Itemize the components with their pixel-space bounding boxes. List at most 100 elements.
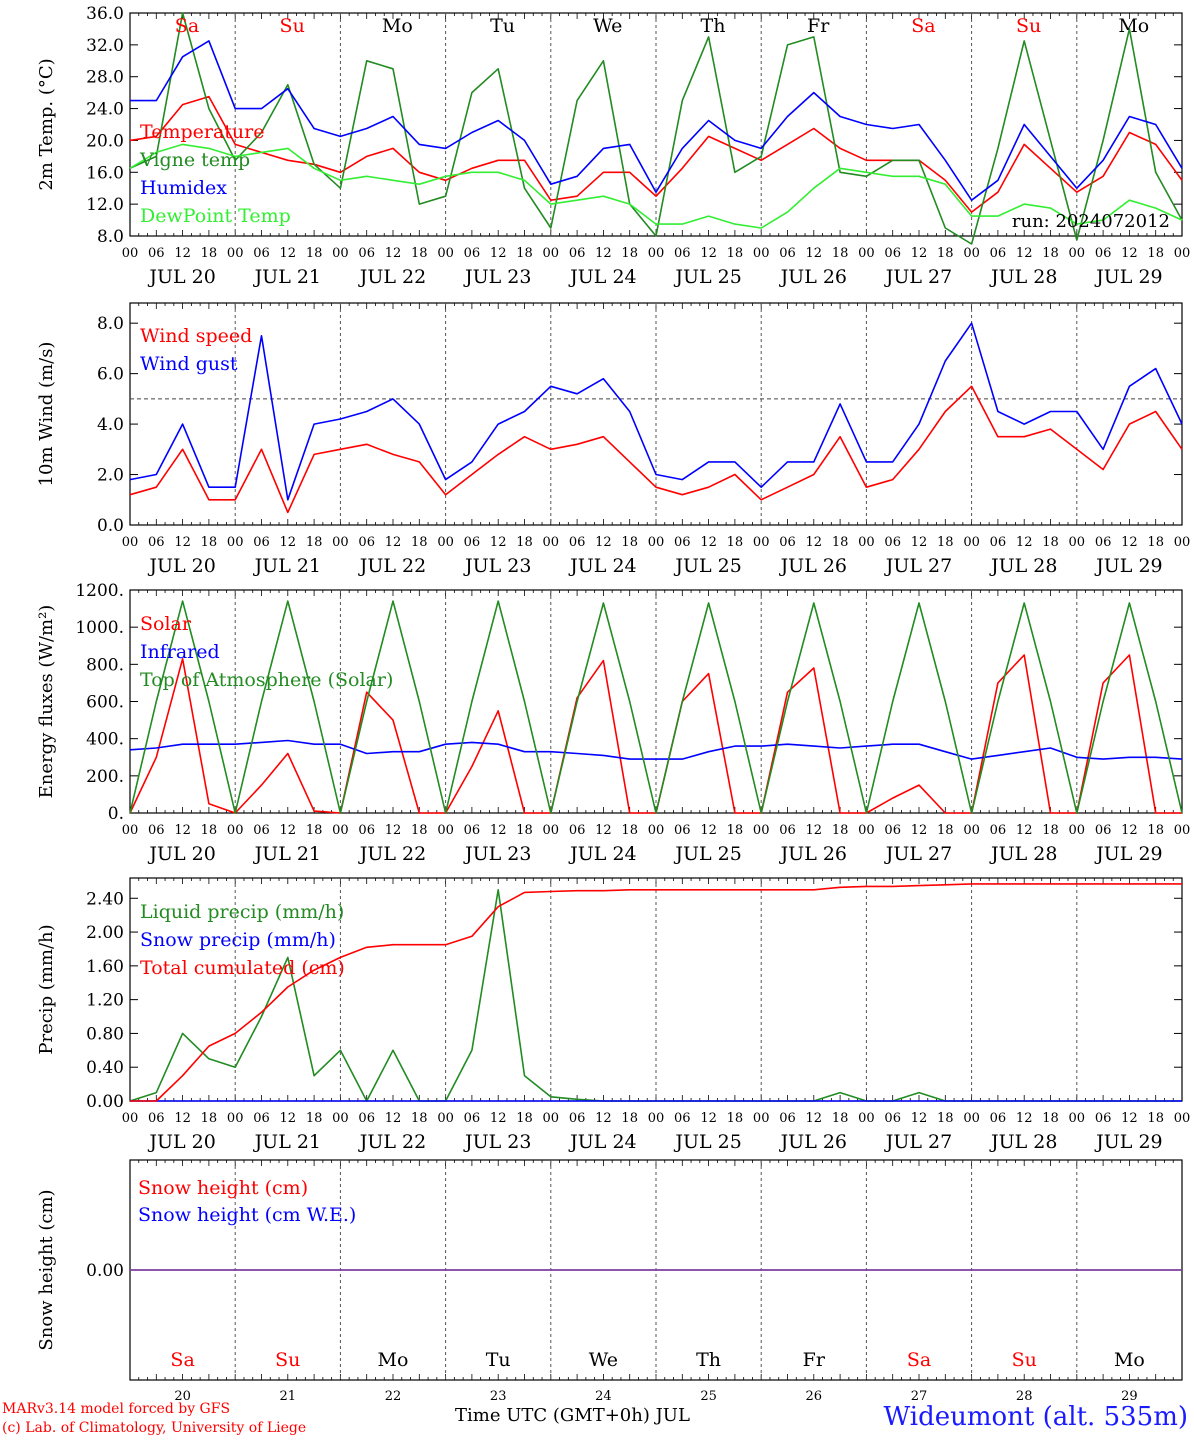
hour-tick-label: 18 [727,1111,744,1126]
series-line-humidex [130,40,1183,201]
credit-line-2: (c) Lab. of Climatology, University of L… [2,1420,307,1436]
y-tick-label: 0. [108,804,124,824]
y-tick-label: 600. [86,693,124,713]
hour-tick-label: 18 [201,1111,218,1126]
day-number-label: 29 [1121,1389,1138,1404]
day-label: JUL 23 [463,843,531,865]
hour-tick-label: 00 [543,535,560,550]
legend-entry: Snow height (cm) [138,1177,308,1199]
hour-tick-label: 06 [990,823,1007,838]
day-label: JUL 24 [568,1131,636,1153]
hour-tick-label: 18 [937,1111,954,1126]
hour-tick-label: 06 [148,823,165,838]
y-axis-title: 2m Temp. (°C) [36,58,57,190]
weekday-label: Sa [907,1349,931,1371]
y-tick-label: 2.40 [86,889,124,909]
hour-tick-label: 06 [1095,535,1112,550]
hour-tick-label: 00 [227,1111,244,1126]
hour-tick-label: 12 [174,246,191,261]
y-tick-label: 8.0 [97,227,124,247]
weekday-label: Fr [807,15,830,37]
hour-tick-label: 06 [358,535,375,550]
hour-tick-label: 00 [437,535,454,550]
hour-tick-label: 18 [1147,1111,1164,1126]
day-number-label: 22 [385,1389,402,1404]
day-label: JUL 26 [779,555,847,577]
day-label: JUL 28 [989,1131,1057,1153]
weekday-label: Sa [170,1349,194,1371]
hour-tick-label: 00 [648,823,665,838]
hour-tick-label: 18 [306,1111,323,1126]
day-label: JUL 28 [989,843,1057,865]
hour-tick-label: 00 [332,1111,349,1126]
weekday-label: Th [701,15,726,37]
hour-tick-label: 06 [1095,246,1112,261]
weekday-label: Mo [382,15,413,37]
hour-tick-label: 18 [201,535,218,550]
hour-tick-label: 06 [148,1111,165,1126]
hour-tick-label: 06 [464,535,481,550]
day-label: JUL 21 [253,843,321,865]
hour-tick-label: 06 [464,246,481,261]
hour-tick-label: 00 [122,246,139,261]
hour-tick-label: 06 [990,246,1007,261]
y-tick-label: 800. [86,655,124,675]
day-label: JUL 22 [358,555,426,577]
hour-tick-label: 00 [543,1111,560,1126]
hour-tick-label: 12 [385,823,402,838]
hour-tick-label: 06 [884,823,901,838]
hour-tick-label: 18 [832,823,849,838]
day-label: JUL 29 [1094,1131,1162,1153]
hour-tick-label: 00 [1174,535,1191,550]
hour-tick-label: 12 [806,246,823,261]
hour-tick-label: 18 [832,246,849,261]
hour-tick-label: 12 [280,823,297,838]
hour-tick-label: 12 [911,535,928,550]
day-label: JUL 25 [673,1131,741,1153]
hour-tick-label: 12 [1121,535,1138,550]
legend-entry: Top of Atmosphere (Solar) [140,669,393,691]
y-tick-label: 1.20 [86,991,124,1011]
legend-entry: Humidex [140,177,227,199]
series-line-wind-speed [129,385,1183,514]
weekday-label: Tu [490,15,515,37]
day-number-label: 24 [595,1389,612,1404]
legend-entry: Wind gust [140,353,238,375]
day-label: JUL 27 [884,266,952,288]
hour-tick-label: 12 [490,246,507,261]
day-label: JUL 26 [779,1131,847,1153]
y-tick-label: 0.00 [86,1261,124,1281]
hour-tick-label: 18 [621,246,638,261]
hour-tick-label: 12 [595,535,612,550]
hour-tick-label: 18 [306,535,323,550]
hour-tick-label: 06 [464,823,481,838]
legend-entry: Wind speed [140,325,252,347]
day-label: JUL 20 [147,266,215,288]
y-axis-title: Energy fluxes (W/m²) [36,605,57,799]
day-label: JUL 27 [884,1131,952,1153]
hour-tick-label: 18 [1147,246,1164,261]
hour-tick-label: 06 [253,823,270,838]
hour-tick-label: 00 [437,1111,454,1126]
hour-tick-label: 12 [490,1111,507,1126]
hour-tick-label: 18 [621,823,638,838]
y-tick-label: 36.0 [86,4,124,24]
y-tick-label: 1.60 [86,957,124,977]
legend-entry: Solar [140,613,192,635]
day-label: JUL 22 [358,266,426,288]
hour-tick-label: 06 [779,246,796,261]
x-axis-title: Time UTC (GMT+0h) JUL [455,1405,690,1426]
hour-tick-label: 06 [674,246,691,261]
day-label: JUL 21 [253,266,321,288]
weekday-label: We [589,1349,618,1371]
legend-entry: Infrared [140,641,220,663]
hour-tick-label: 18 [937,535,954,550]
hour-tick-label: 18 [516,246,533,261]
y-tick-label: 32.0 [86,36,124,56]
hour-tick-label: 12 [806,1111,823,1126]
day-label: JUL 25 [673,843,741,865]
weekday-label: Tu [486,1349,511,1371]
hour-tick-label: 06 [990,535,1007,550]
y-tick-label: 12.0 [86,195,124,215]
y-tick-label: 1200. [75,581,124,601]
